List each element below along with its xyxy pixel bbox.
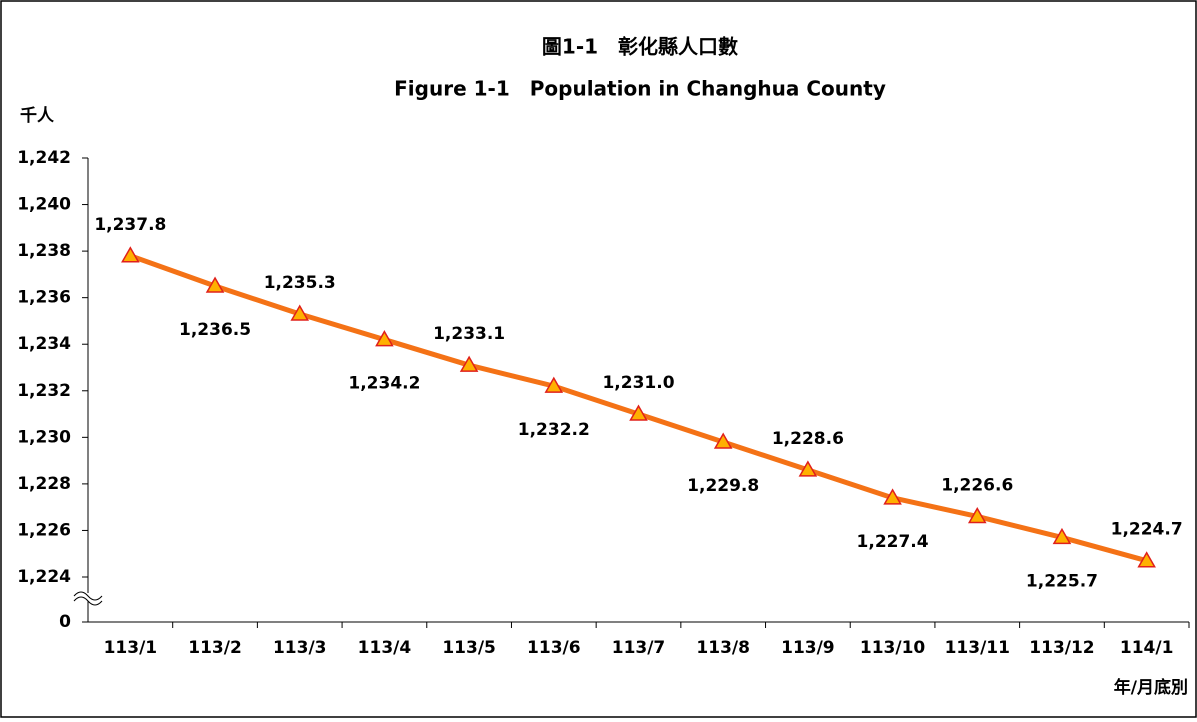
y-tick-label: 1,226 <box>17 520 71 540</box>
data-label: 1,235.3 <box>264 273 336 293</box>
x-tick-label: 113/5 <box>442 638 496 658</box>
y-tick-label: 1,240 <box>17 195 71 215</box>
chart-title: 圖1-1 彰化縣人口數 <box>542 35 738 59</box>
x-tick-label: 113/12 <box>1029 638 1094 658</box>
data-label: 1,231.0 <box>602 373 674 393</box>
y-tick-label: 1,234 <box>17 334 71 354</box>
y-tick-label: 1,238 <box>17 241 71 261</box>
x-axis-label: 年/月底別 <box>1114 677 1188 698</box>
marker <box>121 246 140 263</box>
marker <box>205 276 225 293</box>
data-label: 1,224.7 <box>1111 520 1183 540</box>
marker <box>798 460 818 477</box>
data-label: 1,234.2 <box>348 374 420 394</box>
y-axis-label: 千人 <box>20 106 55 126</box>
marker <box>459 355 479 372</box>
y-tick-label: 1,228 <box>17 474 71 494</box>
data-label: 1,232.2 <box>518 420 590 440</box>
x-tick-label: 113/6 <box>527 638 581 658</box>
x-tick-label: 113/1 <box>104 638 158 658</box>
marker <box>883 488 902 505</box>
data-label: 1,229.8 <box>687 476 759 496</box>
x-tick-label: 113/8 <box>696 638 750 658</box>
data-label: 1,236.5 <box>179 320 251 340</box>
x-tick-label: 113/4 <box>358 638 412 658</box>
data-label: 1,237.8 <box>94 215 166 235</box>
data-label: 1,233.1 <box>433 324 505 344</box>
x-tick-label: 113/7 <box>612 638 666 658</box>
marker <box>544 376 564 393</box>
marker <box>375 330 394 347</box>
chart-subtitle: Figure 1-1 Population in Changhua County <box>394 77 886 101</box>
data-label: 1,227.4 <box>857 532 929 552</box>
marker <box>1137 551 1156 568</box>
marker <box>967 506 987 524</box>
x-tick-label: 113/9 <box>781 638 835 658</box>
x-tick-label: 113/11 <box>945 638 1010 658</box>
y-tick-label: 1,232 <box>17 381 71 401</box>
x-tick-label: 114/1 <box>1120 638 1174 658</box>
marker <box>1052 527 1072 545</box>
x-tick-label: 113/3 <box>273 638 327 658</box>
y-tick-label: 1,230 <box>17 427 71 447</box>
y-tick-label: 1,224 <box>17 567 71 587</box>
y-tick-label: 1,242 <box>17 148 71 168</box>
marker <box>629 404 648 421</box>
axis-break-gap <box>76 593 100 601</box>
x-tick-label: 113/2 <box>188 638 242 658</box>
x-tick-label: 113/10 <box>860 638 926 658</box>
data-label: 1,225.7 <box>1026 571 1098 591</box>
y-tick-label: 0 <box>59 612 71 632</box>
marker <box>290 304 310 321</box>
marker <box>713 432 733 449</box>
axis-break <box>73 591 103 606</box>
y-tick-label: 1,236 <box>17 288 71 308</box>
data-label: 1,228.6 <box>772 429 844 449</box>
data-label: 1,226.6 <box>941 475 1013 495</box>
